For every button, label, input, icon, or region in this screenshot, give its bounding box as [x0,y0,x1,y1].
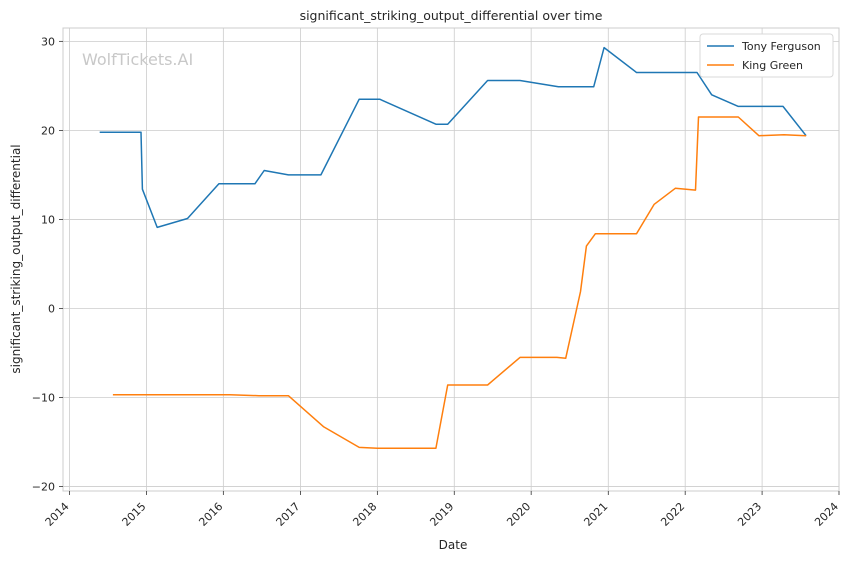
series-lines [99,46,807,450]
y-tick-label: −20 [32,481,55,494]
y-tick-label: 20 [41,124,55,137]
legend: Tony Ferguson King Green [699,33,834,78]
series-line-tony-ferguson [99,46,807,229]
x-axis-label: Date [439,538,468,552]
chart-title: significant_striking_output_differential… [300,8,603,23]
y-tick-labels: −20 −10 0 10 20 30 [32,35,63,494]
legend-label-tony-ferguson: Tony Ferguson [741,40,821,53]
watermark-text: WolfTickets.AI [82,50,193,69]
series-line-king-green [112,116,807,450]
grid-lines [63,28,840,491]
y-tick-label: 30 [41,35,55,48]
legend-box [699,33,834,78]
y-axis-label: significant_striking_output_differential [9,144,23,373]
y-tick-label: 10 [41,213,55,226]
plot-area [62,27,840,492]
legend-label-king-green: King Green [742,59,803,72]
y-tick-label: −10 [32,392,55,405]
y-tick-label: 0 [48,302,55,315]
